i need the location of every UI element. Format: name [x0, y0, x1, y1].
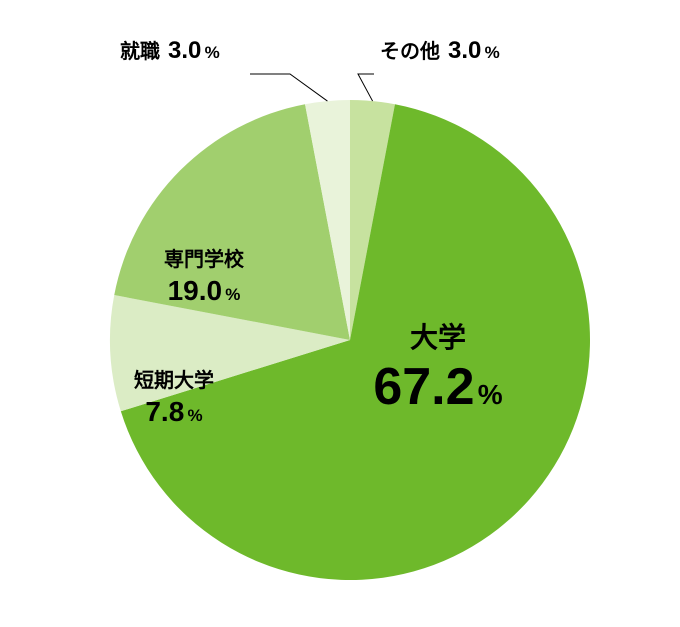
label-value-employment: 3.0 — [168, 37, 201, 64]
label-value-vocational: 19.0 — [168, 275, 223, 306]
label-vocational: 専門学校 19.0 % — [164, 248, 244, 308]
label-name-university: 大学 — [410, 322, 466, 353]
percent-sign-university: % — [478, 379, 503, 410]
percent-sign-employment: % — [205, 43, 220, 62]
label-university: 大学 67.2 % — [373, 320, 502, 420]
label-value-university: 67.2 — [373, 358, 474, 416]
percent-sign-vocational: % — [225, 285, 240, 304]
percent-sign-junior-college: % — [188, 406, 203, 425]
label-name-other: その他 — [380, 41, 440, 63]
percent-sign-other: % — [485, 43, 500, 62]
label-name-junior-college: 短期大学 — [134, 370, 214, 392]
label-other: その他 3.0 % — [380, 36, 500, 66]
label-value-other: 3.0 — [448, 37, 481, 64]
label-value-junior-college: 7.8 — [145, 396, 184, 427]
leader-other — [358, 74, 374, 101]
label-employment: 就職 3.0 % — [120, 36, 220, 66]
label-name-vocational: 専門学校 — [164, 249, 244, 271]
label-junior-college: 短期大学 7.8 % — [134, 369, 214, 429]
leader-employment — [250, 74, 327, 101]
pie-chart — [0, 0, 680, 627]
label-name-employment: 就職 — [120, 41, 160, 63]
